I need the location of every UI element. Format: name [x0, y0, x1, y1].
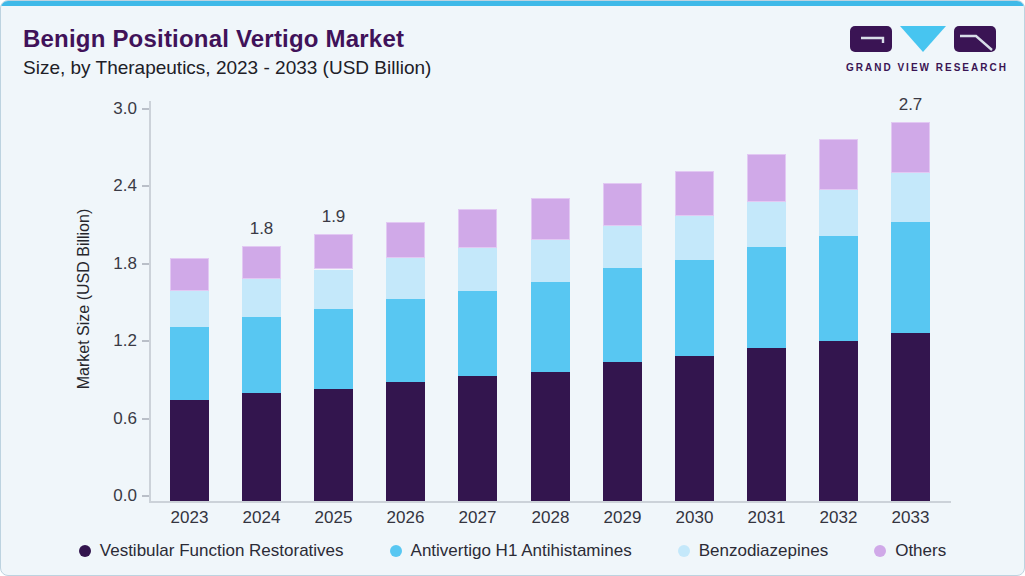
legend-dot-benzodiazepines [678, 545, 690, 557]
bar-2031-benzodiazepines [747, 202, 786, 247]
x-tick-label-2023: 2023 [158, 508, 222, 528]
legend-dot-others [874, 545, 886, 557]
bar-2029-vestibular-function-restoratives [603, 362, 642, 501]
chart-legend: Vestibular Function Restoratives Antivert… [1, 541, 1024, 561]
bar-2027-vestibular-function-restoratives [458, 376, 497, 501]
x-tick-label-2030: 2030 [663, 508, 727, 528]
bar-2030-others [675, 171, 714, 216]
bar-2030-vestibular-function-restoratives [675, 356, 714, 501]
gvr-logo-icon [848, 25, 998, 55]
bar-2025-antivertigo-h1-antihistamines [314, 309, 353, 389]
bar-2028-benzodiazepines [531, 240, 570, 282]
y-tick-mark [142, 108, 149, 110]
gvr-logo: GRAND VIEW RESEARCH [846, 25, 1000, 73]
bar-2031-vestibular-function-restoratives [747, 348, 786, 501]
bar-2027-antivertigo-h1-antihistamines [458, 291, 497, 377]
legend-item-antivertigo-h1-antihistamines: Antivertigo H1 Antihistamines [390, 541, 632, 561]
bar-2029-antivertigo-h1-antihistamines [603, 268, 642, 362]
bar-2029-others [603, 183, 642, 226]
y-tick-mark [142, 495, 149, 497]
y-tick-label: 0.6 [95, 410, 137, 428]
legend-item-others: Others [874, 541, 946, 561]
legend-dot-antivertigo-h1-antihistamines [390, 545, 402, 557]
y-tick-label: 1.8 [95, 255, 137, 273]
y-tick-label: 1.2 [95, 332, 137, 350]
y-axis-line [149, 101, 151, 503]
bar-2033-others [891, 122, 930, 173]
bar-2023-vestibular-function-restoratives [170, 400, 209, 501]
y-tick-mark [142, 263, 149, 265]
bar-2026-others [386, 222, 425, 258]
bar-2025-benzodiazepines [314, 270, 353, 309]
bar-total-label-2024: 1.8 [230, 219, 294, 239]
x-tick-label-2033: 2033 [879, 508, 943, 528]
bar-2024-others [242, 246, 281, 280]
legend-label-antivertigo-h1-antihistamines: Antivertigo H1 Antihistamines [411, 541, 632, 561]
brand-accent-strip [1, 1, 1024, 6]
bar-2033-vestibular-function-restoratives [891, 333, 930, 501]
x-axis-line [149, 501, 951, 503]
bar-2027-others [458, 209, 497, 248]
gvr-logo-text: GRAND VIEW RESEARCH [846, 62, 1000, 73]
y-tick-label: 3.0 [95, 100, 137, 118]
bar-2032-benzodiazepines [819, 190, 858, 236]
bar-2025-vestibular-function-restoratives [314, 389, 353, 501]
x-tick-label-2028: 2028 [519, 508, 583, 528]
legend-item-vestibular-function-restoratives: Vestibular Function Restoratives [79, 541, 344, 561]
bar-2024-benzodiazepines [242, 279, 281, 317]
bar-2023-benzodiazepines [170, 291, 209, 327]
bar-2028-antivertigo-h1-antihistamines [531, 282, 570, 372]
bar-2028-others [531, 198, 570, 240]
y-tick-label: 2.4 [95, 177, 137, 195]
report-card: Benign Positional Vertigo Market Size, b… [0, 0, 1025, 576]
bar-2026-antivertigo-h1-antihistamines [386, 299, 425, 382]
legend-dot-vestibular-function-restoratives [79, 545, 91, 557]
y-tick-mark [142, 418, 149, 420]
bar-2033-benzodiazepines [891, 173, 930, 222]
bar-2030-antivertigo-h1-antihistamines [675, 260, 714, 357]
bar-2026-benzodiazepines [386, 258, 425, 299]
bar-2023-antivertigo-h1-antihistamines [170, 327, 209, 400]
bar-2024-vestibular-function-restoratives [242, 393, 281, 501]
bar-2030-benzodiazepines [675, 216, 714, 259]
x-tick-label-2025: 2025 [302, 508, 366, 528]
y-tick-label: 0.0 [95, 487, 137, 505]
bar-2028-vestibular-function-restoratives [531, 372, 570, 501]
bar-total-label-2033: 2.7 [879, 95, 943, 115]
bar-2026-vestibular-function-restoratives [386, 382, 425, 501]
bar-2031-others [747, 154, 786, 202]
y-tick-mark [142, 185, 149, 187]
bar-total-label-2025: 1.9 [302, 207, 366, 227]
y-axis-title: Market Size (USD Billion) [75, 209, 93, 389]
bar-2027-benzodiazepines [458, 248, 497, 290]
x-tick-label-2026: 2026 [374, 508, 438, 528]
bar-2029-benzodiazepines [603, 226, 642, 268]
x-tick-label-2027: 2027 [446, 508, 510, 528]
page-title: Benign Positional Vertigo Market [23, 25, 404, 53]
bar-2032-antivertigo-h1-antihistamines [819, 236, 858, 341]
y-tick-mark [142, 340, 149, 342]
bar-2024-antivertigo-h1-antihistamines [242, 317, 281, 393]
x-tick-label-2029: 2029 [591, 508, 655, 528]
legend-label-others: Others [895, 541, 946, 561]
legend-label-vestibular-function-restoratives: Vestibular Function Restoratives [100, 541, 344, 561]
bar-2031-antivertigo-h1-antihistamines [747, 247, 786, 348]
legend-label-benzodiazepines: Benzodiazepines [699, 541, 828, 561]
x-tick-label-2031: 2031 [735, 508, 799, 528]
bar-2032-vestibular-function-restoratives [819, 341, 858, 501]
bar-2023-others [170, 258, 209, 290]
page-subtitle: Size, by Therapeutics, 2023 - 2033 (USD … [23, 57, 431, 79]
legend-item-benzodiazepines: Benzodiazepines [678, 541, 828, 561]
x-tick-label-2032: 2032 [807, 508, 871, 528]
x-tick-label-2024: 2024 [230, 508, 294, 528]
bar-2032-others [819, 139, 858, 190]
bar-2033-antivertigo-h1-antihistamines [891, 222, 930, 333]
bar-2025-others [314, 234, 353, 269]
